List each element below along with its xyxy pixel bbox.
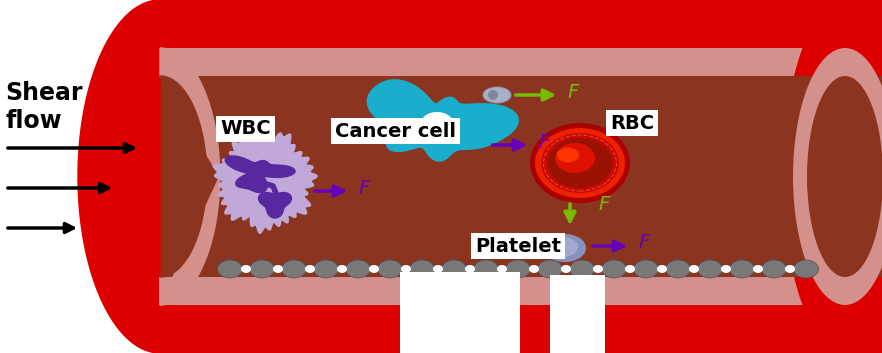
Ellipse shape (593, 265, 603, 273)
Ellipse shape (548, 237, 578, 257)
Polygon shape (78, 0, 160, 353)
Ellipse shape (369, 265, 379, 273)
Text: flow: flow (5, 109, 62, 133)
Ellipse shape (433, 265, 443, 273)
Ellipse shape (409, 260, 435, 278)
Ellipse shape (544, 233, 558, 243)
Text: $\it{F}$: $\it{F}$ (358, 179, 371, 197)
Ellipse shape (753, 265, 763, 273)
Ellipse shape (305, 265, 315, 273)
Ellipse shape (783, 0, 882, 353)
Polygon shape (160, 176, 220, 305)
Ellipse shape (555, 143, 595, 173)
Ellipse shape (505, 260, 530, 278)
Ellipse shape (250, 260, 274, 278)
Ellipse shape (625, 265, 635, 273)
Ellipse shape (721, 265, 731, 273)
Polygon shape (367, 80, 519, 161)
Bar (160, 48, 882, 76)
Ellipse shape (557, 148, 579, 162)
Bar (160, 76, 882, 277)
Ellipse shape (273, 265, 283, 273)
Ellipse shape (421, 112, 453, 134)
Bar (160, 277, 882, 305)
Ellipse shape (313, 260, 339, 278)
Ellipse shape (529, 265, 539, 273)
Text: RBC: RBC (610, 114, 654, 132)
Bar (160, 0, 882, 353)
Ellipse shape (483, 87, 511, 103)
Ellipse shape (377, 260, 402, 278)
Text: Cancer cell: Cancer cell (335, 121, 456, 140)
Text: Shear: Shear (5, 81, 83, 105)
Ellipse shape (544, 234, 586, 262)
Ellipse shape (807, 76, 882, 277)
Text: Platelet: Platelet (475, 237, 561, 256)
Ellipse shape (241, 265, 251, 273)
Ellipse shape (548, 138, 612, 188)
Ellipse shape (488, 90, 498, 100)
Ellipse shape (602, 260, 626, 278)
Polygon shape (258, 192, 291, 218)
Ellipse shape (570, 260, 594, 278)
Ellipse shape (729, 260, 754, 278)
Polygon shape (160, 76, 206, 277)
Ellipse shape (761, 260, 787, 278)
Ellipse shape (561, 265, 571, 273)
Ellipse shape (465, 265, 475, 273)
Text: $\it{F}$: $\it{F}$ (638, 233, 652, 252)
Ellipse shape (793, 48, 882, 305)
Ellipse shape (346, 260, 370, 278)
Ellipse shape (401, 265, 411, 273)
Bar (550, 275, 605, 353)
Ellipse shape (785, 265, 795, 273)
Ellipse shape (497, 265, 507, 273)
Text: $\it{F}$: $\it{F}$ (538, 132, 551, 151)
Ellipse shape (633, 260, 659, 278)
Bar (415, 275, 470, 353)
Polygon shape (160, 48, 220, 176)
Ellipse shape (666, 260, 691, 278)
Bar (0, 0, 77, 353)
Ellipse shape (281, 260, 307, 278)
Polygon shape (213, 133, 318, 233)
Bar (400, 272, 520, 353)
Text: $\it{F}$: $\it{F}$ (567, 83, 580, 102)
Ellipse shape (541, 133, 619, 193)
Ellipse shape (474, 260, 498, 278)
Ellipse shape (698, 260, 722, 278)
Text: $\it{F}$: $\it{F}$ (598, 196, 611, 215)
Ellipse shape (530, 123, 630, 203)
Bar (0, 0, 160, 353)
Ellipse shape (218, 260, 243, 278)
Polygon shape (225, 156, 295, 192)
Ellipse shape (535, 128, 625, 198)
Text: WBC: WBC (220, 120, 271, 138)
Ellipse shape (794, 260, 818, 278)
Ellipse shape (537, 260, 563, 278)
Ellipse shape (442, 260, 467, 278)
Ellipse shape (337, 265, 347, 273)
Bar (400, 277, 520, 353)
Ellipse shape (657, 265, 667, 273)
Ellipse shape (689, 265, 699, 273)
